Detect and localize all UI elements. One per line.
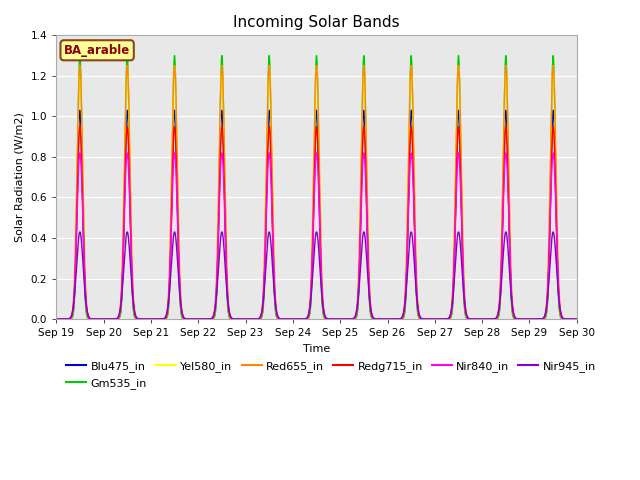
- Yel580_in: [508, 303, 516, 309]
- Blu475_in: [210, 315, 218, 321]
- Nir945_in: [519, 316, 527, 322]
- Redg715_in: [52, 316, 60, 322]
- Nir945_in: [508, 302, 516, 308]
- Line: Red655_in: Red655_in: [56, 66, 577, 319]
- Yel580_in: [76, 63, 84, 69]
- Nir945_in: [573, 316, 580, 322]
- Nir840_in: [52, 316, 60, 322]
- Gm535_in: [76, 53, 84, 59]
- Nir840_in: [573, 316, 580, 322]
- Red655_in: [52, 316, 60, 322]
- Line: Redg715_in: Redg715_in: [56, 127, 577, 319]
- Nir840_in: [259, 299, 267, 304]
- Redg715_in: [76, 124, 84, 130]
- Red655_in: [76, 63, 84, 69]
- Gm535_in: [573, 316, 580, 322]
- Yel580_in: [573, 316, 580, 322]
- Legend: Blu475_in, Gm535_in, Yel580_in, Red655_in, Redg715_in, Nir840_in, Nir945_in: Blu475_in, Gm535_in, Yel580_in, Red655_i…: [62, 357, 600, 393]
- Red655_in: [259, 293, 267, 299]
- Nir840_in: [210, 313, 218, 319]
- Nir945_in: [156, 316, 163, 322]
- Nir840_in: [508, 300, 516, 306]
- Nir945_in: [210, 312, 218, 318]
- Title: Incoming Solar Bands: Incoming Solar Bands: [233, 15, 400, 30]
- Nir945_in: [77, 236, 85, 241]
- Blu475_in: [52, 316, 60, 322]
- Gm535_in: [519, 316, 527, 322]
- Nir945_in: [259, 301, 267, 307]
- Blu475_in: [156, 316, 163, 322]
- Yel580_in: [52, 316, 60, 322]
- Red655_in: [508, 295, 516, 301]
- Nir840_in: [519, 316, 527, 322]
- Redg715_in: [259, 301, 267, 307]
- Red655_in: [573, 316, 580, 322]
- Yel580_in: [519, 316, 527, 322]
- Red655_in: [77, 89, 85, 95]
- Nir840_in: [156, 316, 163, 322]
- Blu475_in: [259, 304, 267, 310]
- Gm535_in: [210, 316, 218, 322]
- Gm535_in: [77, 91, 85, 97]
- Redg715_in: [210, 314, 218, 320]
- Redg715_in: [508, 303, 516, 309]
- Red655_in: [210, 313, 218, 319]
- Line: Nir945_in: Nir945_in: [56, 232, 577, 319]
- Blu475_in: [508, 305, 516, 311]
- Redg715_in: [573, 316, 580, 322]
- Blu475_in: [76, 108, 84, 113]
- Line: Nir840_in: Nir840_in: [56, 153, 577, 319]
- Nir945_in: [76, 229, 84, 235]
- Gm535_in: [52, 316, 60, 322]
- Y-axis label: Solar Radiation (W/m2): Solar Radiation (W/m2): [15, 112, 25, 242]
- Yel580_in: [259, 301, 267, 307]
- Redg715_in: [519, 316, 527, 322]
- Line: Yel580_in: Yel580_in: [56, 66, 577, 319]
- Gm535_in: [259, 308, 267, 313]
- X-axis label: Time: Time: [303, 344, 330, 354]
- Redg715_in: [156, 316, 163, 322]
- Gm535_in: [156, 316, 163, 322]
- Nir945_in: [52, 316, 60, 322]
- Line: Gm535_in: Gm535_in: [56, 56, 577, 319]
- Red655_in: [519, 316, 527, 322]
- Yel580_in: [210, 315, 218, 321]
- Redg715_in: [77, 145, 85, 151]
- Nir840_in: [77, 166, 85, 172]
- Red655_in: [156, 316, 163, 322]
- Blu475_in: [519, 316, 527, 322]
- Line: Blu475_in: Blu475_in: [56, 110, 577, 319]
- Yel580_in: [156, 316, 163, 322]
- Blu475_in: [77, 133, 85, 139]
- Text: BA_arable: BA_arable: [64, 44, 131, 57]
- Gm535_in: [508, 309, 516, 314]
- Blu475_in: [573, 316, 580, 322]
- Yel580_in: [77, 94, 85, 100]
- Nir840_in: [76, 150, 84, 156]
